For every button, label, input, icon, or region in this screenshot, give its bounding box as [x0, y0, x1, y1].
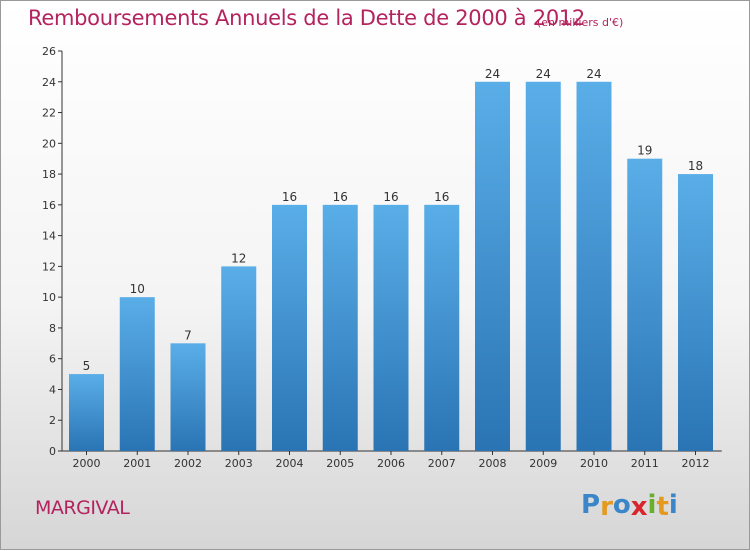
data-label: 24 — [485, 67, 500, 81]
bar-2010 — [576, 81, 612, 452]
commune-name: MARGIVAL — [35, 497, 130, 519]
data-label: 10 — [130, 282, 145, 296]
data-label: 16 — [383, 190, 398, 204]
bar-2012 — [678, 174, 713, 452]
logo-letter: P — [581, 490, 601, 520]
logo-letter: i — [647, 490, 657, 520]
bar-2001 — [119, 297, 155, 451]
y-tick-label: 0 — [49, 445, 56, 458]
x-tick-label: 2011 — [631, 457, 659, 470]
x-tick-label: 2012 — [682, 457, 710, 470]
y-tick-label: 14 — [42, 230, 56, 243]
data-label: 5 — [83, 359, 91, 373]
logo-letter: t — [656, 492, 669, 522]
x-tick-label: 2005 — [326, 457, 354, 470]
x-tick-label: 2007 — [428, 457, 456, 470]
bar-2011 — [627, 158, 663, 451]
y-tick-label: 16 — [42, 199, 56, 212]
data-label: 24 — [586, 67, 601, 81]
data-label: 24 — [536, 67, 551, 81]
y-tick-label: 20 — [42, 137, 56, 150]
x-tick-label: 2008 — [479, 457, 507, 470]
bar-2005 — [322, 204, 358, 451]
chart-labels: 2000 5 2001 10 2002 7 2003 12 2004 16 2005 16 2006 16… — [73, 67, 710, 470]
y-tick-label: 12 — [42, 260, 56, 273]
x-tick-label: 2002 — [174, 457, 202, 470]
y-tick-label: 6 — [49, 353, 56, 366]
bar-2007 — [424, 204, 460, 451]
data-label: 16 — [434, 190, 449, 204]
bar-2003 — [221, 266, 257, 451]
x-tick-label: 2010 — [580, 457, 608, 470]
x-tick-label: 2004 — [276, 457, 304, 470]
data-label: 16 — [333, 190, 348, 204]
y-tick-label: 22 — [42, 107, 56, 120]
data-label: 18 — [688, 159, 703, 173]
bar-2009 — [525, 81, 561, 452]
x-tick-label: 2001 — [123, 457, 151, 470]
y-tick-label: 4 — [49, 383, 56, 396]
chart-bars — [69, 81, 713, 452]
y-tick-label: 2 — [49, 414, 56, 427]
data-label: 7 — [184, 328, 192, 342]
proxiti-logo: Proxiti — [581, 490, 678, 522]
y-tick-label: 26 — [42, 45, 56, 58]
x-tick-label: 2000 — [73, 457, 101, 470]
logo-letter: i — [668, 490, 678, 520]
x-tick-label: 2009 — [529, 457, 557, 470]
y-tick-label: 24 — [42, 76, 56, 89]
logo-letter: o — [612, 490, 631, 520]
bar-2008 — [475, 81, 510, 452]
logo-letter: r — [600, 492, 613, 522]
y-tick-label: 8 — [49, 322, 56, 335]
y-tick-label: 18 — [42, 168, 56, 181]
logo-letter: x — [630, 492, 648, 522]
chart-unit: (en milliers d'€) — [537, 16, 624, 29]
data-label: 12 — [231, 251, 246, 265]
data-label: 16 — [282, 190, 297, 204]
chart-title: Remboursements Annuels de la Dette de 20… — [28, 6, 585, 30]
bar-2000 — [69, 374, 104, 451]
bar-2002 — [170, 343, 206, 451]
x-tick-label: 2006 — [377, 457, 405, 470]
bar-2004 — [272, 204, 307, 451]
bar-2006 — [373, 204, 409, 451]
x-tick-label: 2003 — [225, 457, 253, 470]
y-tick-label: 10 — [42, 291, 56, 304]
data-label: 19 — [637, 144, 652, 158]
